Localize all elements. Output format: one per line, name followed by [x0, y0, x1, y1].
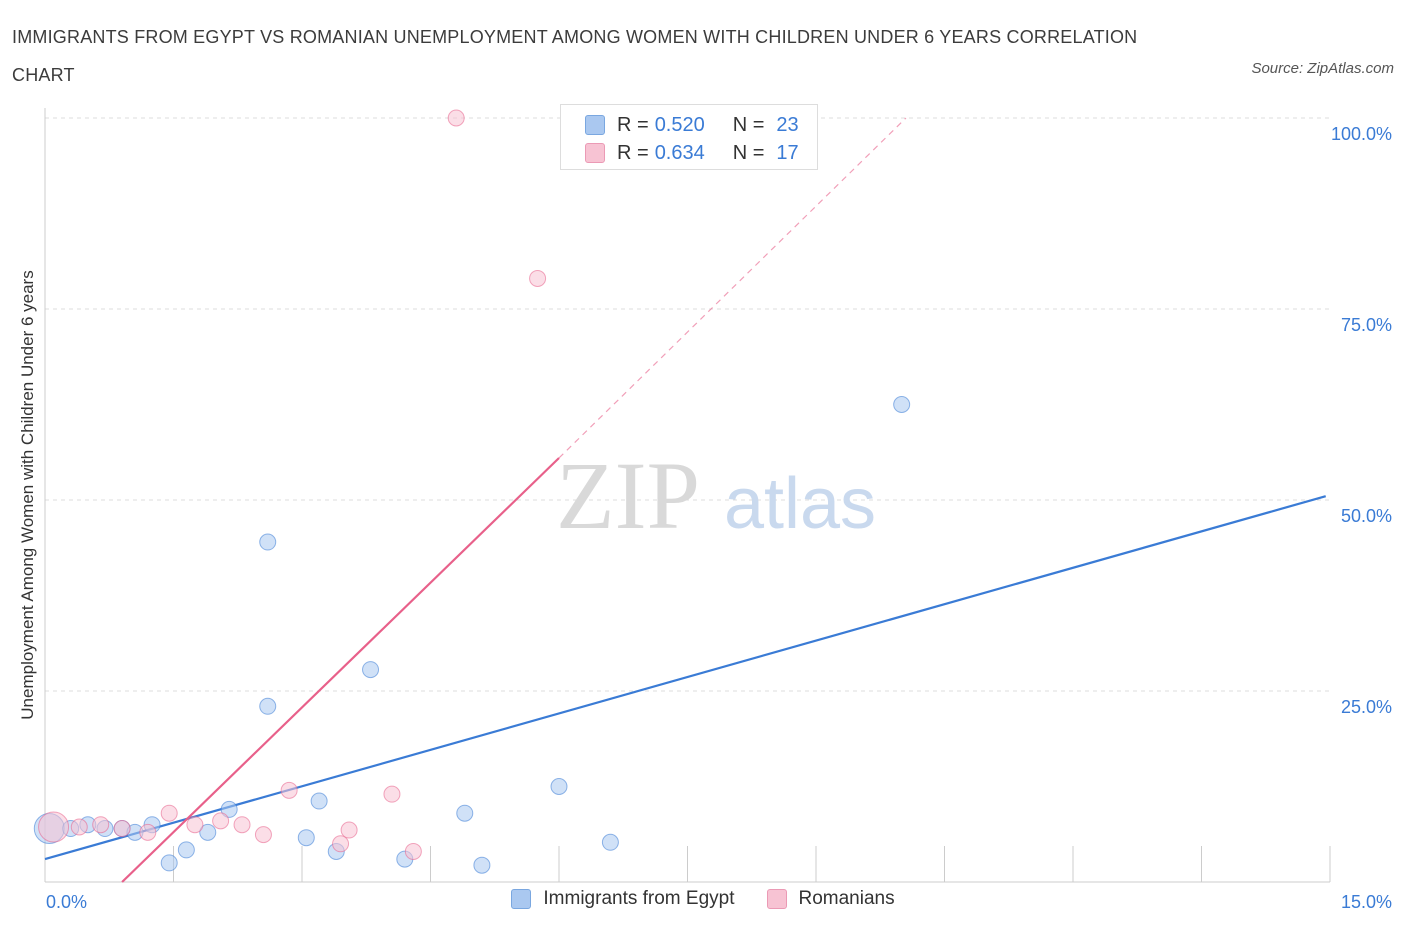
r-value: 0.634 [654, 141, 705, 164]
trendline-romanians [121, 457, 560, 883]
point-romanians [280, 781, 298, 799]
n-value: 17 [776, 141, 799, 164]
point-romanians [383, 785, 401, 803]
n-value: 23 [776, 113, 799, 136]
watermark-atlas: atlas [724, 464, 876, 544]
point-romanians [254, 826, 272, 844]
x-tick-label-min: 0.0% [46, 892, 87, 912]
r-value: 0.520 [654, 113, 705, 136]
legend-item-egypt[interactable]: Immigrants from Egypt [511, 888, 735, 910]
point-romanians [404, 842, 422, 860]
point-egypt [310, 792, 328, 810]
y-tick-label: 75.0% [1341, 315, 1392, 335]
point-romanians [92, 816, 110, 834]
point-romanians [332, 835, 350, 853]
y-tick-label: 50.0% [1341, 506, 1392, 526]
r-label: R = [617, 113, 649, 136]
point-egypt [893, 396, 911, 413]
r-label: R = [617, 141, 649, 164]
series-legend: Immigrants from Egypt Romanians [0, 888, 1406, 910]
trendlines [44, 117, 1327, 883]
point-egypt [456, 804, 474, 822]
n-label: N = [732, 141, 765, 164]
point-romanians [212, 812, 230, 830]
watermark-zip: ZIP [556, 442, 700, 549]
point-romanians [160, 804, 178, 822]
point-romanians [70, 818, 88, 836]
point-egypt [473, 856, 491, 874]
point-egypt [601, 833, 619, 851]
point-egypt [220, 800, 238, 818]
legend-swatch-romanians [766, 889, 787, 909]
source-label: Source: ZipAtlas.com [1251, 60, 1394, 77]
point-romanians [447, 109, 465, 127]
point-egypt [362, 661, 380, 679]
legend-item-romanians[interactable]: Romanians [766, 888, 895, 910]
point-romanians [113, 820, 131, 838]
x-tick-label-max: 15.0% [1341, 892, 1392, 912]
trendline-extension-romanians [558, 117, 907, 459]
point-romanians [340, 821, 358, 839]
axes [44, 108, 1331, 883]
legend-row-romanians: R = 0.634 N = 17 [585, 140, 799, 166]
data-points [33, 109, 911, 874]
point-egypt [259, 697, 277, 715]
correlation-legend: R = 0.520 N = 23 R = 0.634 N = 17 [560, 104, 818, 170]
point-egypt [199, 823, 217, 841]
trendline-egypt [44, 495, 1327, 861]
point-egypt [160, 854, 178, 872]
grid-lines [45, 117, 1330, 692]
y-axis-label: Unemployment Among Women with Children U… [18, 270, 37, 720]
legend-swatch-egypt [585, 115, 605, 135]
point-egypt [297, 829, 315, 847]
y-tick-label: 25.0% [1341, 697, 1392, 717]
n-label: N = [732, 113, 765, 136]
point-egypt [550, 778, 568, 795]
point-egypt [259, 533, 277, 551]
point-romanians [139, 823, 157, 841]
tick-labels: 25.0% 50.0% 75.0% 100.0% 0.0% 15.0% [46, 124, 1392, 912]
y-tick-label: 100.0% [1331, 124, 1392, 144]
legend-label-romanians: Romanians [798, 888, 895, 909]
legend-label-egypt: Immigrants from Egypt [543, 888, 735, 909]
point-romanians [38, 811, 70, 843]
point-romanians [529, 269, 547, 287]
point-egypt [177, 841, 195, 859]
legend-row-egypt: R = 0.520 N = 23 [585, 112, 799, 138]
point-romanians [233, 816, 251, 834]
point-romanians [186, 816, 204, 834]
legend-swatch-egypt [511, 889, 532, 909]
watermark: ZIP atlas [556, 442, 876, 549]
chart-title: IMMIGRANTS FROM EGYPT VS ROMANIAN UNEMPL… [12, 27, 1138, 85]
legend-swatch-romanians [585, 143, 605, 163]
